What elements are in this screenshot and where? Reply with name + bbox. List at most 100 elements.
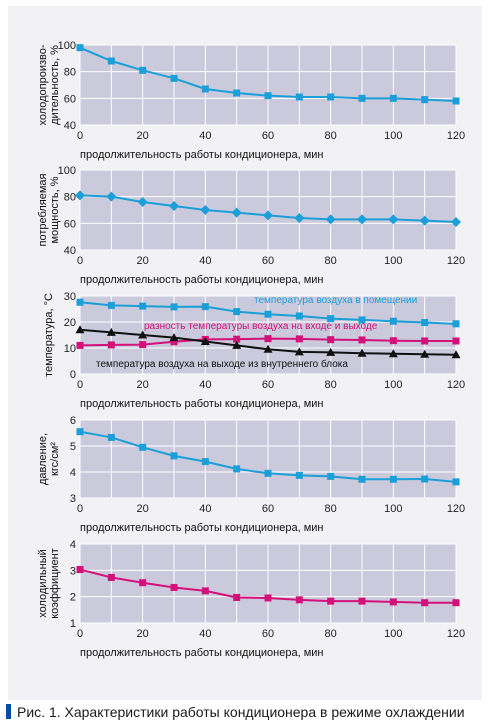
data-point: [327, 597, 335, 605]
data-point: [421, 599, 429, 607]
y-axis-label: потребляемаямощность, %: [37, 173, 61, 246]
y-tick-label: 80: [64, 67, 76, 79]
data-point: [139, 341, 147, 349]
data-point: [200, 205, 211, 215]
x-tick-label: 40: [199, 503, 211, 515]
x-tick-label: 120: [447, 628, 465, 640]
data-point: [295, 312, 303, 320]
x-tick-label: 60: [262, 628, 274, 640]
data-point: [452, 97, 460, 105]
data-point: [327, 93, 335, 101]
x-tick-label: 100: [384, 379, 402, 391]
y-tick-label: 30: [64, 291, 76, 303]
y-tick-label: 60: [64, 93, 76, 105]
y-axis-label: температура, °С: [43, 293, 55, 377]
x-tick-label: 100: [384, 628, 402, 640]
x-axis-label: продолжительность работы кондиционера, м…: [80, 522, 324, 534]
data-point: [452, 320, 460, 328]
x-tick-label: 0: [77, 503, 83, 515]
y-tick-label: 4: [70, 539, 76, 551]
y-axis-label-line: коэффициент: [49, 548, 61, 619]
data-point: [451, 350, 461, 359]
data-point: [421, 475, 429, 483]
data-point: [452, 337, 460, 345]
y-axis-label: холодильныйкоэффициент: [37, 548, 61, 619]
x-tick-label: 0: [77, 255, 83, 267]
figure-caption: Рис. 1. Характеристики работы кондиционе…: [6, 704, 465, 720]
data-point: [294, 213, 305, 223]
data-point: [233, 308, 241, 316]
data-point: [201, 587, 209, 595]
data-point: [233, 335, 241, 343]
data-point: [420, 349, 430, 358]
y-axis-label: холодопроизво-дительность, %: [37, 44, 61, 125]
y-axis-label-line: давление,: [37, 433, 49, 485]
data-point: [107, 573, 115, 581]
data-point: [264, 310, 272, 318]
data-point: [75, 190, 85, 201]
data-point: [452, 599, 460, 607]
data-point: [107, 433, 115, 441]
data-point: [389, 94, 397, 102]
data-point: [139, 302, 147, 310]
data-point: [389, 598, 397, 606]
data-point: [263, 344, 273, 353]
x-tick-label: 60: [262, 255, 274, 267]
data-point: [139, 579, 147, 587]
series-annotation: разность температуры воздуха на входе и …: [144, 321, 378, 332]
y-axis-label-line: мощность, %: [49, 176, 61, 243]
data-point: [358, 475, 366, 483]
data-point: [107, 301, 115, 309]
data-point: [388, 214, 399, 225]
data-point: [76, 566, 84, 574]
y-tick-label: 4: [70, 467, 76, 479]
data-point: [358, 316, 366, 324]
caption-marker: [6, 704, 11, 719]
x-tick-label: 20: [137, 503, 149, 515]
data-point: [264, 92, 272, 100]
data-point: [200, 337, 210, 345]
data-point: [170, 583, 178, 591]
data-point: [232, 340, 242, 349]
data-point: [201, 303, 209, 311]
y-tick-label: 5: [70, 441, 76, 453]
y-tick-label: 10: [64, 343, 76, 355]
x-tick-label: 40: [199, 255, 211, 267]
data-point: [264, 335, 272, 343]
data-point: [169, 201, 179, 211]
chart-2: 0 20 40 60 80 100 120 40 60 80 100 продолжительност…: [37, 165, 465, 286]
x-tick-label: 60: [262, 503, 274, 515]
chart-5: 0 20 40 60 80 100 120 1 2 3 4 продолжительность раб…: [37, 539, 465, 659]
data-point: [76, 428, 84, 436]
x-tick-label: 120: [447, 503, 465, 515]
data-point: [295, 596, 303, 604]
x-tick-label: 80: [325, 379, 337, 391]
charts-svg: 0 20 40 60 80 100 120406080100продолжительност…: [37, 40, 465, 659]
x-tick-label: 120: [447, 379, 465, 391]
data-point: [264, 594, 272, 602]
x-tick-label: 0: [77, 628, 83, 640]
y-tick-label: 0: [70, 369, 76, 381]
chart-3: 0 20 40 60 80 100 120 0 10 20 30 продолжительность …: [43, 291, 465, 410]
data-point: [358, 94, 366, 102]
data-point: [169, 333, 179, 342]
x-axis-label: продолжительность работы кондиционера, м…: [80, 647, 324, 659]
x-tick-label: 40: [199, 628, 211, 640]
x-tick-label: 40: [199, 379, 211, 391]
data-point: [170, 74, 178, 82]
y-tick-label: 6: [70, 415, 76, 427]
y-tick-label: 100: [58, 165, 76, 177]
y-tick-label: 100: [58, 40, 76, 52]
x-tick-label: 40: [199, 130, 211, 142]
data-point: [294, 347, 304, 356]
data-point: [421, 337, 429, 345]
y-tick-label: 3: [70, 565, 76, 577]
data-point: [389, 475, 397, 483]
data-point: [389, 337, 397, 345]
y-axis-label-line: холодопроизво-: [37, 44, 49, 125]
x-tick-label: 60: [262, 379, 274, 391]
data-point: [137, 197, 148, 207]
data-point: [358, 597, 366, 605]
data-point: [107, 57, 115, 65]
data-point: [295, 335, 303, 343]
